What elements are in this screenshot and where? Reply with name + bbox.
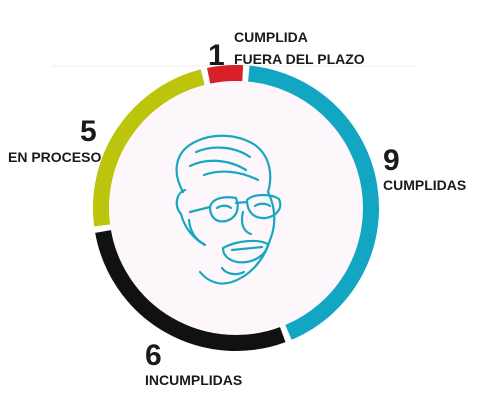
value-label: 1	[208, 39, 225, 72]
caricature-face-icon	[175, 134, 282, 285]
label-incumplidas: 6 INCUMPLIDAS	[145, 339, 242, 388]
category-label: CUMPLIDA	[234, 29, 308, 45]
segment-cumplidas	[248, 65, 379, 340]
label-cumplida-fuera-del-plazo: 1 CUMPLIDA FUERA DEL PLAZO	[208, 29, 365, 72]
segment-en-proceso	[93, 69, 205, 227]
segment-incumplidas	[95, 230, 286, 351]
category-label: CUMPLIDAS	[383, 177, 466, 193]
value-label: 6	[145, 339, 162, 372]
category-label: FUERA DEL PLAZO	[234, 51, 365, 67]
value-label: 5	[80, 115, 97, 148]
label-cumplidas: 9 CUMPLIDAS	[383, 144, 466, 193]
category-label: EN PROCESO	[8, 149, 101, 165]
value-label: 9	[383, 144, 400, 177]
donut-segments	[93, 65, 379, 351]
category-label: INCUMPLIDAS	[145, 372, 242, 388]
segment-labels: 1 CUMPLIDA FUERA DEL PLAZO 9 CUMPLIDAS 6…	[8, 29, 466, 388]
center-disc	[109, 81, 363, 335]
label-en-proceso: 5 EN PROCESO	[8, 115, 101, 165]
segment-cumplida-fuera-del-plazo	[207, 65, 244, 84]
